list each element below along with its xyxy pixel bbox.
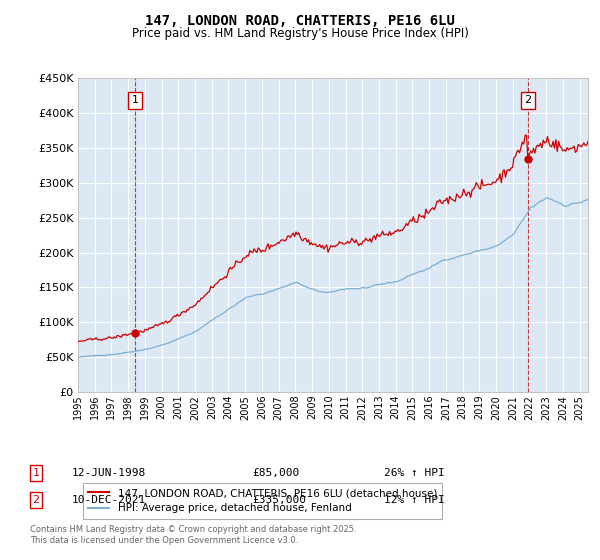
- Legend: 147, LONDON ROAD, CHATTERIS, PE16 6LU (detached house), HPI: Average price, deta: 147, LONDON ROAD, CHATTERIS, PE16 6LU (d…: [83, 483, 442, 519]
- Text: 2: 2: [524, 95, 532, 105]
- Text: Contains HM Land Registry data © Crown copyright and database right 2025.
This d: Contains HM Land Registry data © Crown c…: [30, 525, 356, 545]
- Text: £85,000: £85,000: [252, 468, 299, 478]
- Text: 2: 2: [32, 495, 40, 505]
- Text: 1: 1: [32, 468, 40, 478]
- Text: 1: 1: [132, 95, 139, 105]
- Text: 12% ↑ HPI: 12% ↑ HPI: [384, 495, 445, 505]
- Text: Price paid vs. HM Land Registry's House Price Index (HPI): Price paid vs. HM Land Registry's House …: [131, 27, 469, 40]
- Text: 10-DEC-2021: 10-DEC-2021: [72, 495, 146, 505]
- Text: 147, LONDON ROAD, CHATTERIS, PE16 6LU: 147, LONDON ROAD, CHATTERIS, PE16 6LU: [145, 14, 455, 28]
- Text: 12-JUN-1998: 12-JUN-1998: [72, 468, 146, 478]
- Text: 26% ↑ HPI: 26% ↑ HPI: [384, 468, 445, 478]
- Text: £335,000: £335,000: [252, 495, 306, 505]
